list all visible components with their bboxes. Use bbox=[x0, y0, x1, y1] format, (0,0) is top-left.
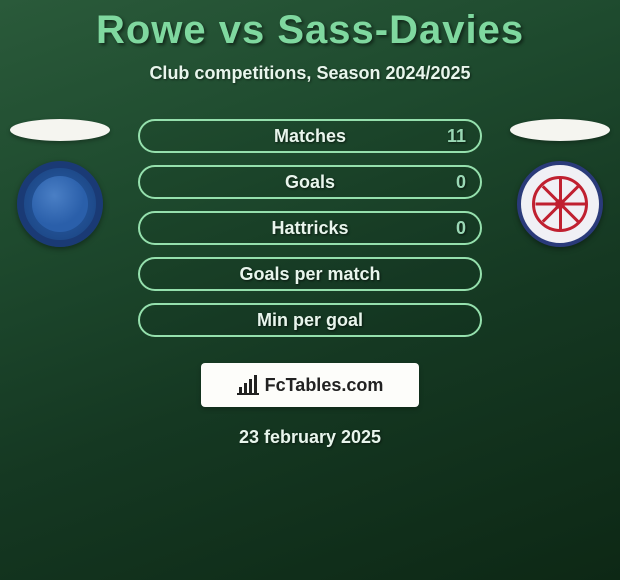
stat-label: Goals bbox=[285, 172, 335, 193]
right-ellipse bbox=[510, 119, 610, 141]
left-ellipse bbox=[10, 119, 110, 141]
stat-bar-matches: Matches 11 bbox=[138, 119, 482, 153]
stat-label: Goals per match bbox=[239, 264, 380, 285]
wheel-icon bbox=[532, 176, 588, 232]
stat-value-right: 0 bbox=[456, 218, 466, 239]
stat-label: Matches bbox=[274, 126, 346, 147]
stats-column: Matches 11 Goals 0 Hattricks 0 Goals per… bbox=[110, 119, 510, 349]
stat-value-right: 0 bbox=[456, 172, 466, 193]
stat-bar-min-per-goal: Min per goal bbox=[138, 303, 482, 337]
stat-label: Min per goal bbox=[257, 310, 363, 331]
page-title: Rowe vs Sass-Davies bbox=[0, 0, 620, 53]
chart-icon bbox=[237, 375, 259, 395]
left-team-badge bbox=[17, 161, 103, 247]
stat-bar-goals: Goals 0 bbox=[138, 165, 482, 199]
branding-box: FcTables.com bbox=[201, 363, 419, 407]
branding-text: FcTables.com bbox=[265, 375, 384, 396]
right-column bbox=[510, 119, 610, 247]
right-team-badge bbox=[517, 161, 603, 247]
stat-bar-hattricks: Hattricks 0 bbox=[138, 211, 482, 245]
date-label: 23 february 2025 bbox=[0, 427, 620, 448]
stat-value-right: 11 bbox=[447, 126, 466, 147]
left-column bbox=[10, 119, 110, 247]
main-row: Matches 11 Goals 0 Hattricks 0 Goals per… bbox=[0, 119, 620, 349]
stat-bar-goals-per-match: Goals per match bbox=[138, 257, 482, 291]
page-subtitle: Club competitions, Season 2024/2025 bbox=[0, 63, 620, 84]
stat-label: Hattricks bbox=[271, 218, 348, 239]
